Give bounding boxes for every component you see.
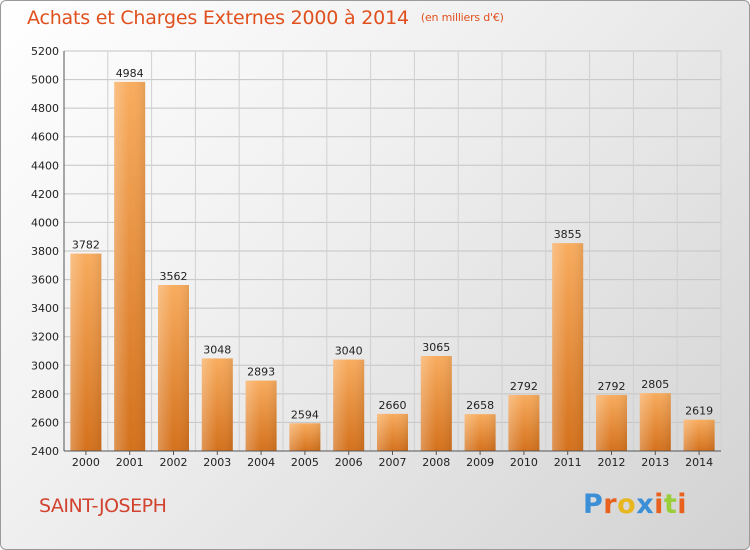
x-tick-label: 2002 <box>160 456 188 469</box>
data-label: 2792 <box>510 380 538 393</box>
bar-highlight <box>377 413 408 451</box>
y-tick-label: 3000 <box>31 359 59 372</box>
y-tick-label: 4800 <box>31 102 59 115</box>
data-label: 2619 <box>685 405 713 418</box>
commune-name: SAINT-JOSEPH <box>39 495 167 517</box>
chart-title-text: Achats et Charges Externes 2000 à 2014 <box>27 7 409 29</box>
y-tick-label: 5200 <box>31 45 59 58</box>
data-label: 2594 <box>291 408 319 421</box>
x-tick-label: 2009 <box>466 456 494 469</box>
bar-highlight <box>508 395 540 451</box>
y-tick-label: 3600 <box>31 274 59 287</box>
logo-letter: o <box>617 489 637 520</box>
data-label: 3562 <box>160 270 188 283</box>
bar-highlight <box>552 243 584 451</box>
logo-letter: P <box>583 489 604 520</box>
data-label: 3040 <box>335 345 363 358</box>
bar-highlight <box>683 419 715 451</box>
y-tick-label: 4400 <box>31 159 59 172</box>
x-tick-label: 2008 <box>422 456 450 469</box>
data-label: 3065 <box>422 341 450 354</box>
bar-highlight <box>114 81 146 451</box>
y-tick-label: 3400 <box>31 302 59 315</box>
data-label: 2805 <box>641 378 669 391</box>
y-tick-label: 2800 <box>31 388 59 401</box>
x-tick-label: 2003 <box>203 456 231 469</box>
bar-highlight <box>420 356 452 451</box>
bar-highlight <box>639 393 671 451</box>
data-label: 2658 <box>466 399 494 412</box>
x-tick-label: 2006 <box>335 456 363 469</box>
data-label: 3855 <box>554 228 582 241</box>
y-tick-label: 5000 <box>31 74 59 87</box>
x-tick-label: 2010 <box>510 456 538 469</box>
y-tick-label: 3200 <box>31 331 59 344</box>
data-label: 3048 <box>203 343 231 356</box>
axis-layer: 2400 2600 2800 3000 3200 3400 3600 3800 4000 4200… <box>31 45 721 469</box>
x-tick-label: 2005 <box>291 456 319 469</box>
y-tick-label: 2400 <box>31 445 59 458</box>
bar-layer: 3782 4984 3562 3048 2893 2594 3040 2660 3065 2658… <box>70 67 715 451</box>
x-tick-label: 2014 <box>685 456 713 469</box>
logo-letter: r <box>603 489 618 520</box>
data-label: 2660 <box>379 399 407 412</box>
y-tick-label: 4600 <box>31 131 59 144</box>
bar-highlight <box>333 359 365 451</box>
bar-highlight <box>596 395 627 451</box>
y-tick-label: 3800 <box>31 245 59 258</box>
logo-letter: i <box>677 489 688 520</box>
bar-highlight <box>70 253 102 451</box>
x-tick-label: 2000 <box>72 456 100 469</box>
chart-unit: (en milliers d'€) <box>420 11 504 24</box>
x-tick-label: 2012 <box>598 456 626 469</box>
y-tick-label: 4200 <box>31 188 59 201</box>
bar-highlight <box>245 380 277 451</box>
y-tick-label: 4000 <box>31 216 59 229</box>
bar-highlight <box>201 358 233 451</box>
data-label: 3782 <box>72 239 100 252</box>
bar-highlight <box>289 423 321 451</box>
x-tick-label: 2004 <box>247 456 275 469</box>
chart-title: Achats et Charges Externes 2000 à 2014 (e… <box>27 7 504 29</box>
x-tick-label: 2007 <box>379 456 407 469</box>
x-tick-label: 2013 <box>641 456 669 469</box>
data-label: 4984 <box>116 67 144 80</box>
data-label: 2893 <box>247 366 275 379</box>
bar-highlight <box>464 414 496 451</box>
logo-letter: i <box>654 489 664 520</box>
y-tick-label: 2600 <box>31 416 59 429</box>
logo-letter: t <box>663 489 678 520</box>
proxiti-logo: Proxiti <box>583 489 687 520</box>
logo-letter: x <box>636 489 655 520</box>
x-tick-label: 2011 <box>554 456 582 469</box>
data-label: 2792 <box>598 380 626 393</box>
x-tick-label: 2001 <box>116 456 144 469</box>
bar-highlight <box>158 285 189 451</box>
